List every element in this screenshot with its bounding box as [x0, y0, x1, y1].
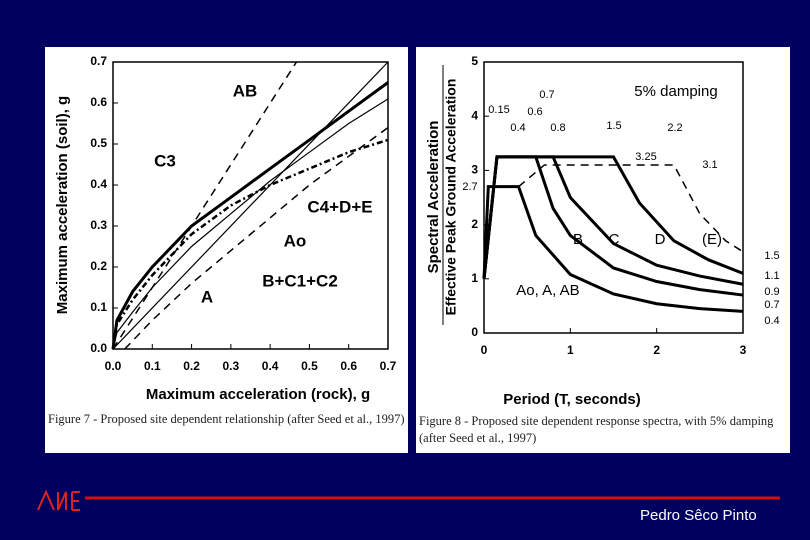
- y-tick-label: 0.7: [90, 54, 107, 68]
- series-line: [124, 126, 389, 350]
- series-label: (E): [702, 231, 722, 248]
- annotation: 0.6: [527, 106, 542, 118]
- y-tick-label: 5: [471, 54, 478, 68]
- x-tick-label: 0.7: [380, 359, 397, 373]
- x-tick-label: 0.6: [340, 359, 357, 373]
- y-tick-label: 4: [471, 108, 478, 122]
- y-axis-label: Spectral Acceleration: [425, 121, 442, 274]
- series-line: [112, 61, 389, 350]
- x-tick-label: 0: [481, 343, 488, 357]
- series-line: [112, 98, 389, 350]
- annotation: 5% damping: [634, 83, 717, 100]
- x-tick-label: 0.2: [183, 359, 200, 373]
- x-tick-label: 0.3: [223, 359, 240, 373]
- series-line: [482, 185, 744, 313]
- series-line: [111, 81, 389, 350]
- series-label: A: [201, 287, 213, 306]
- series-label: C4+D+E: [307, 197, 372, 216]
- annotation: 2.7: [462, 181, 477, 193]
- y-tick-label: 2: [471, 217, 478, 231]
- annotation: 3.25: [635, 151, 656, 163]
- series-line: [518, 164, 744, 253]
- x-tick-label: 1: [567, 343, 574, 357]
- plot-frame: [483, 61, 744, 334]
- x-axis-label: Maximum acceleration (rock), g: [146, 386, 370, 403]
- logo: [37, 489, 80, 511]
- series-label: D: [655, 231, 666, 248]
- series-line: [111, 138, 389, 350]
- figure-8-panel: [416, 47, 790, 411]
- annotation: 3.1: [702, 159, 717, 171]
- annotation: 0.9: [764, 286, 779, 298]
- caption: Figure 7 - Proposed site dependent relat…: [45, 409, 408, 453]
- footer: Pedro Sêco Pinto: [640, 507, 757, 524]
- y-tick-label: 0: [471, 325, 478, 339]
- series-label: B: [573, 231, 583, 248]
- annotation: 0.7: [539, 89, 554, 101]
- y-tick-label: 0.3: [90, 218, 107, 232]
- x-tick-label: 0.5: [301, 359, 318, 373]
- y-tick-label: 0.0: [90, 341, 107, 355]
- annotation: 2.2: [667, 122, 682, 134]
- y-tick-label: 0.4: [90, 177, 107, 191]
- y-tick-label: 3: [471, 163, 478, 177]
- annotation: 1.1: [764, 270, 779, 282]
- series-label: C3: [154, 151, 176, 170]
- y-tick-label: 0.5: [90, 136, 107, 150]
- series-label: Ao: [284, 231, 307, 250]
- y-axis-label: Effective Peak Ground Acceleration: [443, 79, 459, 316]
- x-tick-label: 0.1: [144, 359, 161, 373]
- annotation: 1.5: [606, 120, 621, 132]
- series-line: [482, 155, 744, 279]
- x-tick-label: 3: [740, 343, 747, 357]
- y-tick-label: 0.2: [90, 259, 107, 273]
- caption: Figure 8 - Proposed site dependent respo…: [416, 411, 790, 453]
- chart: 0.0 0.1 0.2 0.3 0.4 0.5 0.6 0.7 0.0 0.1 0.2 0.3 0.4 0…: [54, 54, 397, 403]
- annotation: 0.8: [550, 122, 565, 134]
- y-tick-label: 0.6: [90, 95, 107, 109]
- y-tick-label: 1: [471, 271, 478, 285]
- series-label: B+C1+C2: [262, 271, 338, 290]
- x-tick-label: 0.4: [262, 359, 279, 373]
- chart: 0 1 2 3 0 1 2 3 4 5 Period (T, seconds) Spectral Ac…: [425, 54, 780, 408]
- series-label: C: [609, 231, 620, 248]
- annotation: 0.4: [764, 315, 779, 327]
- annotation: 0.7: [764, 299, 779, 311]
- x-tick-label: 0.0: [105, 359, 122, 373]
- annotation: 1.5: [764, 250, 779, 262]
- series-label: AB: [233, 81, 258, 100]
- y-tick-label: 0.1: [90, 300, 107, 314]
- series-label: Ao, A, AB: [516, 282, 579, 299]
- annotation: 0.15: [488, 104, 509, 116]
- series-line: [112, 61, 298, 350]
- x-axis-label: Period (T, seconds): [503, 391, 641, 408]
- y-axis-label: Maximum acceleration (soil), g: [54, 96, 71, 314]
- plot-frame: [112, 61, 389, 350]
- x-tick-label: 2: [653, 343, 660, 357]
- annotation: 0.4: [510, 122, 525, 134]
